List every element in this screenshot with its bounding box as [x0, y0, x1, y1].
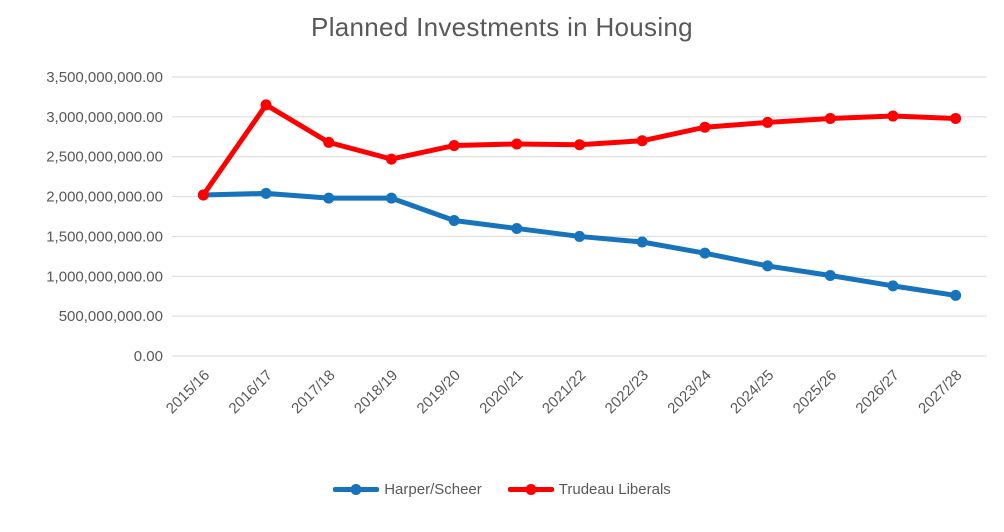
legend-marker-icon — [333, 484, 380, 495]
data-point-trudeau-liberals — [824, 112, 836, 124]
data-point-trudeau-liberals — [950, 112, 962, 124]
x-axis-tick-label: 2021/22 — [539, 367, 589, 417]
x-axis-tick-label: 2018/19 — [351, 367, 401, 417]
data-point-trudeau-liberals — [260, 99, 272, 111]
y-axis-tick-label: 1,000,000,000.00 — [46, 268, 163, 285]
data-point-trudeau-liberals — [574, 139, 585, 151]
y-axis-tick-label: 2,500,000,000.00 — [46, 149, 163, 166]
y-axis-tick-label: 1,500,000,000.00 — [46, 228, 163, 245]
legend-marker-icon — [507, 484, 554, 495]
x-axis-tick-label: 2017/18 — [288, 367, 338, 417]
data-point-trudeau-liberals — [887, 110, 899, 122]
x-axis-tick-label: 2026/27 — [852, 367, 902, 417]
data-point-harper-scheer — [385, 192, 397, 204]
x-axis-tick-label: 2023/24 — [664, 367, 714, 417]
x-axis-tick-label: 2020/21 — [476, 367, 526, 417]
x-axis-tick-label: 2015/16 — [163, 367, 213, 417]
legend-item-trudeau-liberals: Trudeau Liberals — [507, 481, 671, 498]
data-point-harper-scheer — [636, 236, 648, 248]
x-axis-tick-label: 2025/26 — [790, 367, 840, 417]
data-point-harper-scheer — [511, 222, 523, 234]
y-axis-tick-label: 2,000,000,000.00 — [46, 189, 163, 206]
data-point-harper-scheer — [887, 280, 899, 292]
legend: Harper/Scheer Trudeau Liberals — [0, 481, 1004, 498]
chart-title: Planned Investments in Housing — [311, 12, 693, 42]
x-axis-tick-label: 2016/17 — [225, 367, 275, 417]
data-point-trudeau-liberals — [636, 135, 648, 147]
data-point-harper-scheer — [260, 187, 272, 199]
y-axis-tick-label: 0.00 — [134, 348, 163, 365]
series-line-harper-scheer — [200, 190, 959, 298]
data-point-harper-scheer — [950, 289, 962, 301]
x-axis-tick-label: 2019/20 — [414, 367, 464, 417]
data-point-harper-scheer — [824, 269, 836, 281]
legend-label: Harper/Scheer — [384, 481, 482, 498]
legend-label: Trudeau Liberals — [558, 481, 671, 498]
data-point-trudeau-liberals — [385, 153, 397, 165]
data-point-harper-scheer — [762, 260, 774, 272]
data-point-trudeau-liberals — [762, 116, 774, 128]
y-axis-tick-label: 3,500,000,000.00 — [46, 69, 163, 86]
data-point-harper-scheer — [323, 192, 335, 204]
y-axis-tick-label: 3,000,000,000.00 — [46, 109, 163, 126]
data-point-trudeau-liberals — [511, 138, 523, 150]
data-point-harper-scheer — [699, 247, 711, 259]
data-point-harper-scheer — [574, 230, 585, 242]
data-point-trudeau-liberals — [448, 140, 460, 152]
x-axis-tick-label: 2024/25 — [727, 367, 777, 417]
legend-item-harper-scheer: Harper/Scheer — [333, 481, 482, 498]
data-point-trudeau-liberals — [699, 121, 711, 133]
data-point-trudeau-liberals — [323, 136, 335, 148]
y-axis-tick-label: 500,000,000.00 — [59, 308, 163, 325]
x-axis-tick-label: 2027/28 — [915, 367, 965, 417]
data-point-harper-scheer — [448, 214, 460, 226]
x-axis-tick-label: 2022/23 — [602, 367, 652, 417]
data-point-trudeau-liberals — [197, 189, 209, 201]
